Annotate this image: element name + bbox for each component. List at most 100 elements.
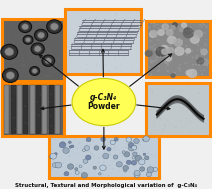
Point [173, 92, 177, 95]
Point [147, 26, 151, 29]
Point [39, 29, 42, 33]
Point [17, 109, 20, 112]
Point [84, 69, 88, 72]
Point [123, 58, 127, 61]
Point [116, 25, 119, 28]
Point [75, 36, 78, 39]
Point [132, 151, 135, 154]
Point [57, 24, 61, 27]
Point [133, 36, 137, 40]
Point [92, 139, 95, 142]
Circle shape [186, 70, 192, 75]
Point [153, 43, 156, 46]
Point [156, 70, 160, 73]
Point [187, 27, 190, 30]
Point [183, 22, 186, 25]
Point [28, 75, 31, 78]
Circle shape [197, 58, 204, 64]
Circle shape [50, 155, 54, 159]
Point [46, 108, 50, 111]
Circle shape [134, 172, 140, 177]
Point [163, 57, 166, 60]
Point [34, 93, 37, 96]
Point [24, 22, 27, 25]
Point [80, 36, 84, 39]
Point [86, 19, 90, 22]
Point [203, 54, 206, 57]
Point [128, 10, 132, 13]
Circle shape [179, 28, 184, 32]
Point [132, 58, 135, 61]
Bar [11, 85, 16, 134]
Circle shape [151, 30, 157, 36]
Point [202, 130, 206, 133]
Point [39, 131, 42, 134]
Point [173, 36, 177, 40]
Point [50, 22, 54, 25]
Point [179, 52, 182, 55]
Point [45, 61, 48, 64]
Point [4, 93, 8, 96]
Point [200, 37, 203, 40]
Point [35, 23, 38, 26]
Point [154, 58, 158, 61]
Point [77, 151, 81, 154]
Bar [65, 9, 141, 74]
Point [26, 93, 30, 96]
Point [124, 165, 128, 168]
Point [195, 57, 199, 60]
Point [128, 143, 131, 146]
Point [87, 49, 90, 52]
Point [152, 125, 155, 128]
Point [175, 125, 179, 128]
Point [134, 172, 137, 175]
Point [174, 23, 177, 26]
Point [154, 48, 157, 51]
Point [150, 62, 154, 65]
Point [174, 37, 177, 40]
Point [131, 159, 135, 162]
Point [36, 112, 39, 115]
Circle shape [113, 155, 118, 159]
Point [98, 167, 102, 170]
Point [79, 33, 83, 36]
Point [159, 117, 162, 120]
Point [44, 45, 47, 48]
Point [102, 161, 106, 164]
Point [3, 60, 7, 63]
Point [193, 69, 196, 72]
Point [153, 26, 156, 29]
Point [165, 86, 168, 89]
Point [45, 45, 48, 48]
Point [57, 87, 61, 90]
Circle shape [146, 172, 152, 177]
Point [148, 35, 151, 38]
Point [170, 72, 174, 75]
Circle shape [84, 146, 89, 151]
Point [31, 73, 34, 76]
Point [119, 12, 123, 15]
Point [52, 95, 56, 98]
Point [152, 60, 156, 63]
Point [168, 36, 171, 40]
Point [163, 35, 167, 38]
Point [182, 89, 185, 92]
Point [122, 55, 125, 58]
Point [47, 130, 50, 133]
Bar [23, 85, 28, 134]
Circle shape [194, 30, 202, 38]
Point [81, 170, 84, 174]
Point [59, 95, 62, 98]
Point [75, 70, 79, 73]
Point [43, 116, 46, 119]
Circle shape [30, 67, 40, 75]
Point [67, 46, 70, 49]
Point [138, 161, 142, 164]
Point [50, 148, 54, 151]
Point [95, 147, 99, 150]
Point [190, 107, 193, 110]
Point [187, 49, 190, 52]
Point [21, 49, 24, 52]
Point [11, 98, 14, 101]
Point [149, 73, 153, 76]
